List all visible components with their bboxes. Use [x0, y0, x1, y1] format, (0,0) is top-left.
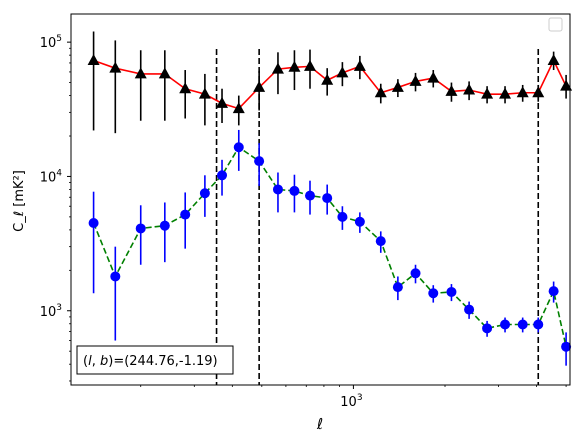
data-point-circle [233, 142, 244, 153]
data-point-circle [199, 188, 210, 199]
data-point-triangle [109, 61, 122, 73]
data-point-triangle [232, 102, 245, 114]
annotation-values: =(244.76,-1.19) [113, 354, 217, 369]
data-point-triangle [560, 79, 573, 91]
data-point-circle [354, 216, 365, 227]
data-point-circle [135, 223, 146, 234]
data-point-circle [517, 319, 528, 330]
data-point-triangle [374, 86, 387, 98]
y-tick-label: 105 [40, 34, 62, 51]
data-point-triangle [216, 96, 229, 108]
data-point-circle [337, 211, 348, 222]
data-point-triangle [391, 80, 404, 92]
plot-area [87, 31, 573, 385]
data-point-triangle [179, 82, 192, 94]
annotation-b: b [100, 354, 108, 369]
data-point-circle [217, 170, 228, 181]
annotation-box: (l, b)=(244.76,-1.19) [76, 345, 234, 375]
legend-box [548, 17, 563, 32]
data-point-triangle [481, 87, 494, 99]
data-point-triangle [427, 71, 440, 83]
data-point-circle [304, 190, 315, 201]
data-point-circle [482, 323, 493, 334]
data-point-triangle [353, 59, 366, 71]
data-point-circle [159, 220, 170, 231]
data-point-triangle [271, 62, 284, 74]
y-tick-label: 103 [40, 303, 62, 320]
data-point-triangle [158, 67, 171, 79]
data-point-circle [272, 184, 283, 195]
y-tick-label: 104 [40, 168, 63, 185]
data-point-triangle [87, 53, 100, 65]
data-point-triangle [547, 53, 560, 65]
data-point-circle [500, 319, 511, 330]
data-point-circle [561, 341, 572, 352]
axis-ticks: 103 104 105 103 [40, 34, 567, 410]
data-point-circle [375, 236, 386, 247]
data-point-triangle [198, 87, 211, 99]
data-point-circle [322, 193, 333, 204]
data-point-triangle [445, 84, 458, 96]
data-point-triangle [288, 60, 301, 72]
data-point-circle [446, 286, 457, 297]
data-point-circle [392, 282, 403, 293]
data-point-triangle [303, 59, 316, 71]
data-point-triangle [336, 66, 349, 78]
data-point-triangle [321, 73, 334, 85]
axes-frame [70, 13, 571, 386]
data-point-circle [464, 304, 475, 315]
x-tick-label: 103 [340, 393, 362, 410]
y-axis-label: C_ℓ [mK²] [12, 170, 27, 232]
data-point-triangle [532, 86, 545, 98]
data-point-triangle [134, 67, 147, 79]
annotation-l: l [88, 354, 92, 369]
data-point-triangle [253, 80, 266, 92]
data-point-triangle [516, 86, 529, 98]
data-point-circle [110, 271, 121, 282]
series-1 [87, 31, 573, 134]
data-point-circle [548, 286, 559, 297]
data-point-circle [410, 268, 421, 279]
data-point-circle [428, 288, 439, 299]
data-point-circle [533, 319, 544, 330]
data-point-triangle [463, 83, 476, 95]
data-point-triangle [409, 74, 422, 86]
data-point-circle [254, 156, 265, 167]
data-point-circle [88, 218, 99, 229]
annotation-text: (l, b)=(244.76,-1.19) [83, 354, 218, 369]
data-point-triangle [499, 87, 512, 99]
series-2 [88, 129, 572, 366]
data-point-circle [289, 185, 300, 196]
x-axis-label: ℓ [316, 415, 323, 433]
data-point-circle [180, 209, 191, 220]
